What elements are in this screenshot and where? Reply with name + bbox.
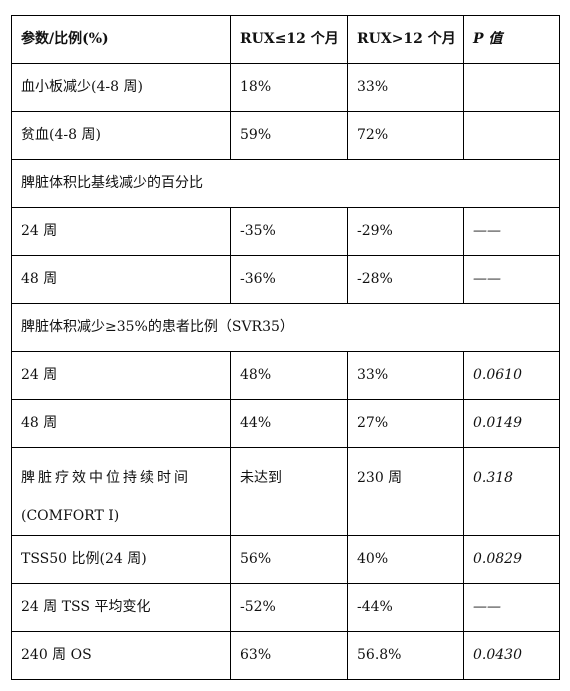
section-row: 脾脏体积减少≥35%的患者比例（SVR35）	[11, 303, 560, 352]
rux-gt-12-cell: 40%	[347, 535, 464, 584]
rux-gt-12-cell: 230 周	[347, 447, 464, 536]
table-row: 贫血(4-8 周) 59% 72%	[11, 111, 560, 160]
rux-le-12-cell: 63%	[230, 631, 348, 680]
param-cell: 脾脏疗效中位持续时间 (COMFORT Ⅰ)	[11, 447, 231, 536]
rux-gt-12-cell: -44%	[347, 583, 464, 632]
param-cell: TSS50 比例(24 周)	[11, 535, 231, 584]
header-p-value: P 值	[463, 15, 560, 64]
table-row: 24 周 TSS 平均变化 -52% -44% ——	[11, 583, 560, 632]
section-title: 脾脏体积减少≥35%的患者比例（SVR35）	[11, 303, 560, 352]
table-row: 脾脏疗效中位持续时间 (COMFORT Ⅰ) 未达到 230 周 0.318	[11, 447, 560, 536]
param-line-2: (COMFORT Ⅰ)	[21, 508, 120, 524]
rux-le-12-cell: 59%	[230, 111, 348, 160]
param-cell: 24 周 TSS 平均变化	[11, 583, 231, 632]
p-value-cell	[463, 63, 560, 112]
param-cell: 240 周 OS	[11, 631, 231, 680]
data-table: 参数/比例(%) RUX≤12 个月 RUX>12 个月 P 值 血小板减少(4…	[11, 15, 560, 680]
rux-le-12-cell: 56%	[230, 535, 348, 584]
table-row: 血小板减少(4-8 周) 18% 33%	[11, 63, 560, 112]
table-row: 48 周 44% 27% 0.0149	[11, 399, 560, 448]
table-row: 24 周 -35% -29% ——	[11, 207, 560, 256]
section-row: 脾脏体积比基线减少的百分比	[11, 159, 560, 208]
p-value-cell: ——	[463, 255, 560, 304]
rux-le-12-cell: 44%	[230, 399, 348, 448]
rux-le-12-cell: -35%	[230, 207, 348, 256]
header-param: 参数/比例(%)	[11, 15, 231, 64]
param-cell: 48 周	[11, 399, 231, 448]
param-cell: 24 周	[11, 207, 231, 256]
table-row: 240 周 OS 63% 56.8% 0.0430	[11, 631, 560, 680]
table-row: 24 周 48% 33% 0.0610	[11, 351, 560, 400]
rux-gt-12-cell: 33%	[347, 63, 464, 112]
p-value-cell: 0.0610	[463, 351, 560, 400]
p-value-cell: 0.0149	[463, 399, 560, 448]
p-value-cell: 0.0829	[463, 535, 560, 584]
rux-gt-12-cell: 27%	[347, 399, 464, 448]
rux-le-12-cell: -52%	[230, 583, 348, 632]
rux-gt-12-cell: -28%	[347, 255, 464, 304]
rux-le-12-cell: -36%	[230, 255, 348, 304]
param-line-1: 脾脏疗效中位持续时间	[21, 470, 191, 486]
p-value-cell: ——	[463, 207, 560, 256]
rux-gt-12-cell: 56.8%	[347, 631, 464, 680]
header-rux-le-12: RUX≤12 个月	[230, 15, 348, 64]
header-rux-gt-12: RUX>12 个月	[347, 15, 464, 64]
rux-gt-12-cell: 72%	[347, 111, 464, 160]
p-value-cell: 0.318	[463, 447, 560, 536]
rux-le-12-cell: 48%	[230, 351, 348, 400]
param-cell: 24 周	[11, 351, 231, 400]
section-title: 脾脏体积比基线减少的百分比	[11, 159, 560, 208]
header-row: 参数/比例(%) RUX≤12 个月 RUX>12 个月 P 值	[11, 15, 560, 64]
p-value-cell: ——	[463, 583, 560, 632]
rux-le-12-cell: 未达到	[230, 447, 348, 536]
table-row: TSS50 比例(24 周) 56% 40% 0.0829	[11, 535, 560, 584]
param-cell: 48 周	[11, 255, 231, 304]
param-cell: 血小板减少(4-8 周)	[11, 63, 231, 112]
p-value-cell	[463, 111, 560, 160]
rux-gt-12-cell: -29%	[347, 207, 464, 256]
rux-le-12-cell: 18%	[230, 63, 348, 112]
param-cell: 贫血(4-8 周)	[11, 111, 231, 160]
p-value-cell: 0.0430	[463, 631, 560, 680]
table-row: 48 周 -36% -28% ——	[11, 255, 560, 304]
rux-gt-12-cell: 33%	[347, 351, 464, 400]
